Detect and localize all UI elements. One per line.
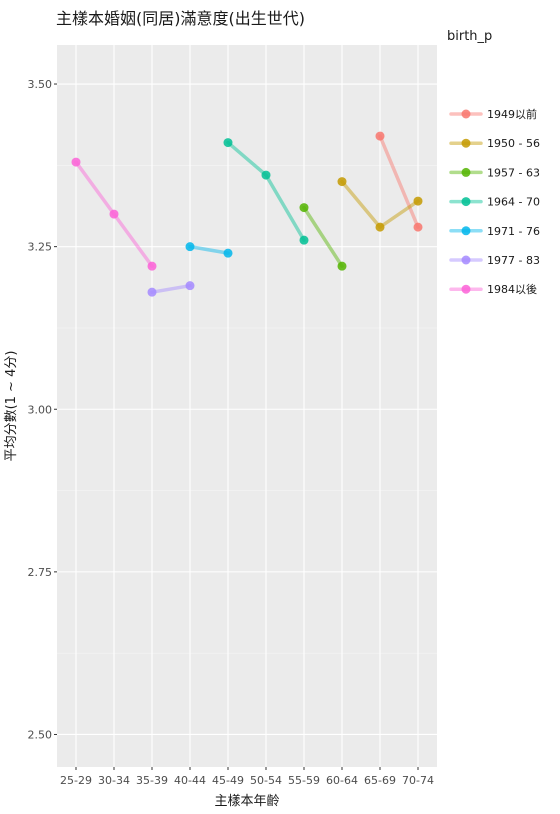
x-tick-label: 70-74	[402, 774, 434, 787]
data-point	[147, 287, 157, 297]
x-tick-label: 65-69	[364, 774, 396, 787]
legend-key-point	[461, 255, 471, 265]
data-point	[299, 235, 309, 245]
legend-key-point	[461, 138, 471, 148]
data-point	[223, 248, 233, 258]
data-point	[71, 157, 81, 167]
legend-key-point	[461, 109, 471, 119]
series-group	[223, 138, 309, 245]
y-tick-label: 2.75	[28, 566, 53, 579]
data-point	[185, 242, 195, 252]
data-point	[185, 281, 195, 291]
data-point	[261, 170, 271, 180]
series-line	[378, 134, 420, 229]
legend-key-point	[461, 226, 471, 236]
series-line	[302, 205, 344, 268]
x-tick-label: 55-59	[288, 774, 320, 787]
x-tick-label: 40-44	[174, 774, 206, 787]
x-tick-label: 30-34	[98, 774, 130, 787]
series-group	[185, 242, 233, 258]
y-tick-label: 3.00	[28, 403, 53, 416]
data-point	[223, 138, 233, 148]
legend-label: 1964 - 70	[487, 196, 540, 209]
data-point	[375, 131, 385, 141]
x-axis: 25-29 30-34 35-39 40-44 45-49 50-54 55-59 60-64…	[60, 767, 434, 787]
data-point	[109, 209, 119, 219]
chart-title: 主樣本婚姻(同居)滿意度(出生世代)	[56, 9, 305, 28]
data-point	[375, 222, 385, 232]
x-tick-label: 45-49	[212, 774, 244, 787]
legend-title: birth_p	[447, 29, 492, 44]
series-group	[375, 131, 423, 232]
y-axis-title: 平均分數(1 ~ 4分)	[4, 351, 19, 462]
x-axis-title: 主樣本年齡	[214, 794, 279, 809]
y-axis: 2.50 2.75 3.00 3.25 3.50	[28, 78, 57, 741]
series-line	[150, 283, 192, 294]
data-point	[413, 222, 423, 232]
x-tick-label: 35-39	[136, 774, 168, 787]
y-tick-label: 3.50	[28, 78, 53, 91]
x-tick-label: 50-54	[250, 774, 282, 787]
data-point	[147, 261, 157, 271]
legend-key-point	[461, 284, 471, 294]
x-tick-label: 60-64	[326, 774, 358, 787]
data-point	[337, 177, 347, 187]
data-point	[413, 196, 423, 206]
legend-label: 1984以後	[487, 282, 537, 296]
x-tick-label: 25-29	[60, 774, 92, 787]
legend-key-point	[461, 197, 471, 207]
data-point	[299, 203, 309, 213]
legend-label: 1949以前	[487, 107, 537, 121]
y-tick-label: 3.25	[28, 241, 53, 254]
legend-key-point	[461, 167, 471, 177]
series-layer	[71, 131, 423, 297]
legend-label: 1957 - 63	[487, 166, 540, 179]
legend-label: 1971 - 76	[487, 225, 540, 238]
legend-label: 1977 - 83	[487, 254, 540, 267]
data-point	[337, 261, 347, 271]
series-group	[71, 157, 157, 271]
y-tick-label: 2.50	[28, 728, 53, 741]
legend: birth_p 1949以前 1950 - 56 1957 - 63 1964 - 7…	[447, 29, 540, 296]
series-group	[337, 177, 423, 232]
grid-lines	[57, 45, 437, 767]
series-line	[188, 244, 230, 255]
series-group	[147, 281, 195, 297]
series-group	[299, 203, 347, 271]
legend-label: 1950 - 56	[487, 137, 540, 150]
